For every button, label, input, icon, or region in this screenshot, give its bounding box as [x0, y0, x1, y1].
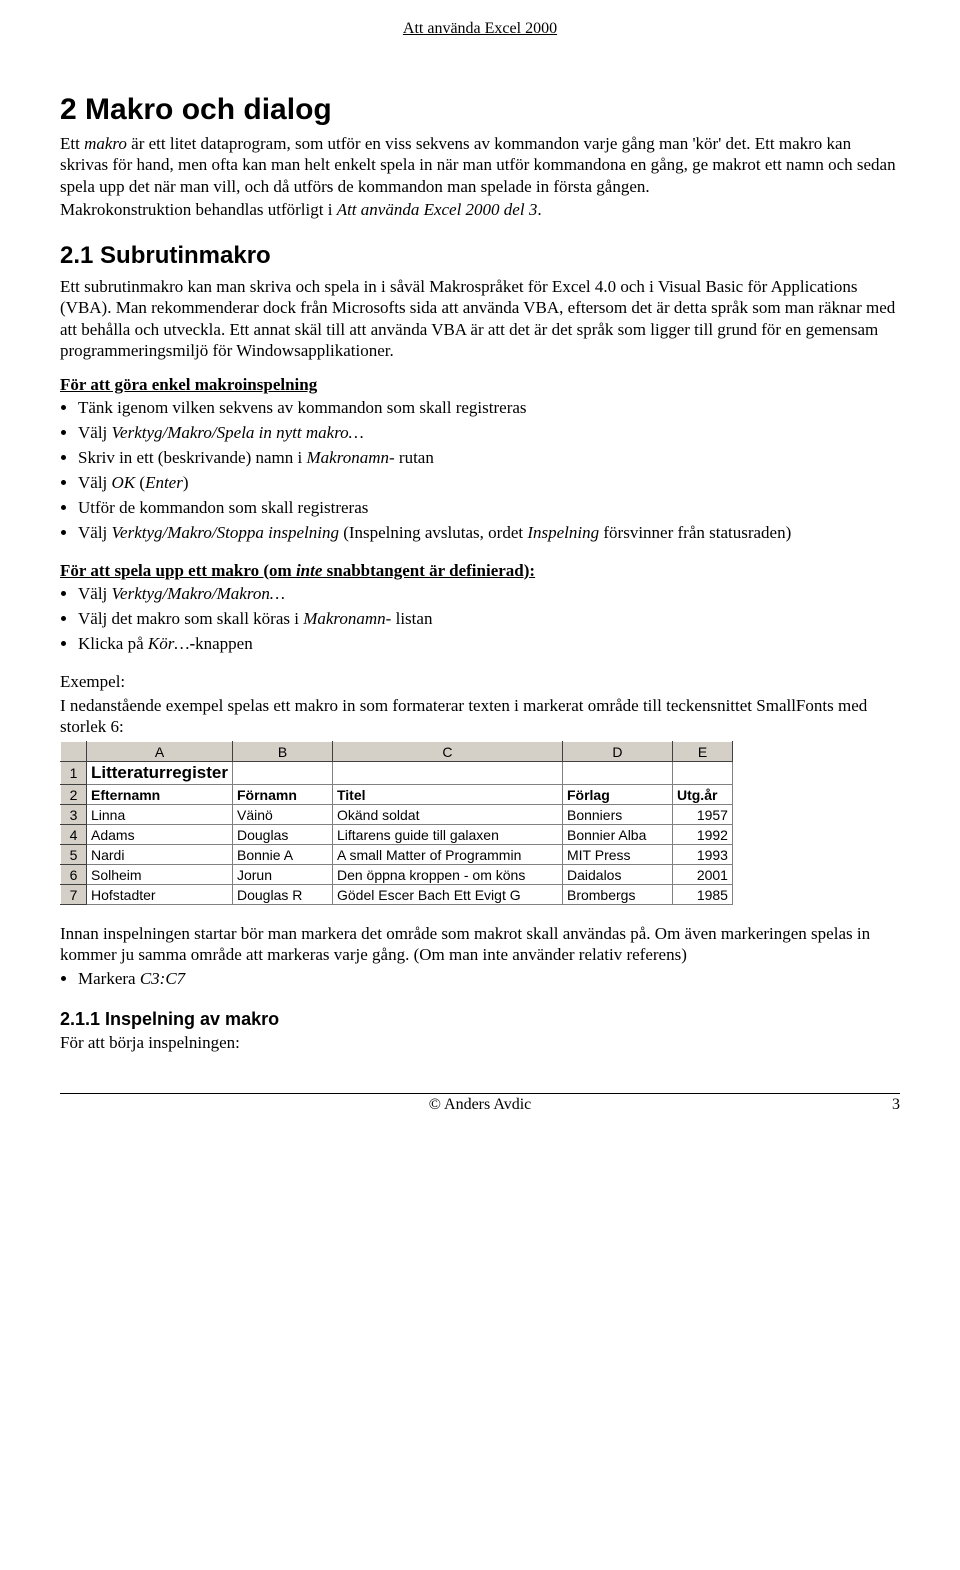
page-footer: © Anders Avdic 3: [60, 1093, 900, 1117]
cell: A small Matter of Programmin: [332, 845, 562, 865]
cell: Bonnie A: [232, 845, 332, 865]
excel-screenshot: ABCDE 1Litteraturregister2EfternamnFörnam…: [60, 741, 900, 905]
playback-subheading: För att spela upp ett makro (om inte sna…: [60, 561, 900, 581]
cell: [562, 762, 672, 785]
after-table-paragraph: Innan inspelningen startar bör man marke…: [60, 923, 900, 966]
row-header: 1: [61, 762, 87, 785]
list-item: Välj Verktyg/Makro/Spela in nytt makro…: [78, 422, 900, 445]
cell: Utg.år: [672, 785, 732, 805]
row-header: 5: [61, 845, 87, 865]
cell: Liftarens guide till galaxen: [332, 825, 562, 845]
cell: Väinö: [232, 805, 332, 825]
cell: Titel: [332, 785, 562, 805]
footer-copyright: © Anders Avdic: [60, 1096, 900, 1114]
row-header: 4: [61, 825, 87, 845]
list-item: Välj OK (Enter): [78, 472, 900, 495]
cell: Förlag: [562, 785, 672, 805]
document-page: Att använda Excel 2000 2 Makro och dialo…: [0, 0, 960, 1147]
column-header: E: [672, 742, 732, 762]
row-header: 2: [61, 785, 87, 805]
cell: 1992: [672, 825, 732, 845]
example-label: Exempel:: [60, 671, 900, 692]
row-header: 6: [61, 865, 87, 885]
list-item: Klicka på Kör…-knappen: [78, 633, 900, 656]
example-text: I nedanstående exempel spelas ett makro …: [60, 695, 900, 738]
cell: [232, 762, 332, 785]
cell: [672, 762, 732, 785]
list-item: Välj Verktyg/Makro/Stoppa inspelning (In…: [78, 522, 900, 545]
cell: 1985: [672, 885, 732, 905]
list-item: Välj Verktyg/Makro/Makron…: [78, 583, 900, 606]
column-header: B: [232, 742, 332, 762]
mark-list: Markera C3:C7: [60, 968, 900, 991]
cell: 1957: [672, 805, 732, 825]
list-item: Välj det makro som skall köras i Makrona…: [78, 608, 900, 631]
cell: Efternamn: [87, 785, 233, 805]
list-item: Utför de kommandon som skall registreras: [78, 497, 900, 520]
cell: Litteraturregister: [87, 762, 233, 785]
s21-paragraph-1: Ett subrutinmakro kan man skriva och spe…: [60, 276, 900, 361]
row-header: 3: [61, 805, 87, 825]
list-item: Skriv in ett (beskrivande) namn i Makron…: [78, 447, 900, 470]
header-title: Att använda Excel 2000: [403, 20, 557, 37]
heading-2-1: 2.1 Subrutinmakro: [60, 242, 900, 270]
cell: Linna: [87, 805, 233, 825]
cell: Bonniers: [562, 805, 672, 825]
cell: Nardi: [87, 845, 233, 865]
list-item: Markera C3:C7: [78, 968, 900, 991]
playback-steps-list: Välj Verktyg/Makro/Makron…Välj det makro…: [60, 583, 900, 656]
cell: [332, 762, 562, 785]
column-header: D: [562, 742, 672, 762]
cell: Solheim: [87, 865, 233, 885]
cell: 2001: [672, 865, 732, 885]
record-subheading: För att göra enkel makroinspelning: [60, 375, 900, 395]
cell: Hofstadter: [87, 885, 233, 905]
cell: MIT Press: [562, 845, 672, 865]
record-steps-list: Tänk igenom vilken sekvens av kommandon …: [60, 397, 900, 545]
list-item: Tänk igenom vilken sekvens av kommandon …: [78, 397, 900, 420]
s211-paragraph-1: För att börja inspelningen:: [60, 1032, 900, 1053]
cell: Gödel Escer Bach Ett Evigt G: [332, 885, 562, 905]
column-header: A: [87, 742, 233, 762]
cell: Brombergs: [562, 885, 672, 905]
cell: 1993: [672, 845, 732, 865]
excel-table: ABCDE 1Litteraturregister2EfternamnFörnam…: [60, 741, 733, 905]
intro-paragraph-1: Ett makro är ett litet dataprogram, som …: [60, 133, 900, 197]
row-header: 7: [61, 885, 87, 905]
cell: Bonnier Alba: [562, 825, 672, 845]
cell: Douglas: [232, 825, 332, 845]
footer-page-number: 3: [892, 1096, 900, 1114]
cell: Douglas R: [232, 885, 332, 905]
column-header: C: [332, 742, 562, 762]
cell: Den öppna kroppen - om köns: [332, 865, 562, 885]
cell: Okänd soldat: [332, 805, 562, 825]
intro-paragraph-2: Makrokonstruktion behandlas utförligt i …: [60, 199, 900, 220]
heading-2-1-1: 2.1.1 Inspelning av makro: [60, 1009, 900, 1030]
corner-cell: [61, 742, 87, 762]
page-header: Att använda Excel 2000: [60, 20, 900, 38]
cell: Adams: [87, 825, 233, 845]
heading-2: 2 Makro och dialog: [60, 93, 900, 127]
cell: Daidalos: [562, 865, 672, 885]
cell: Jorun: [232, 865, 332, 885]
cell: Förnamn: [232, 785, 332, 805]
